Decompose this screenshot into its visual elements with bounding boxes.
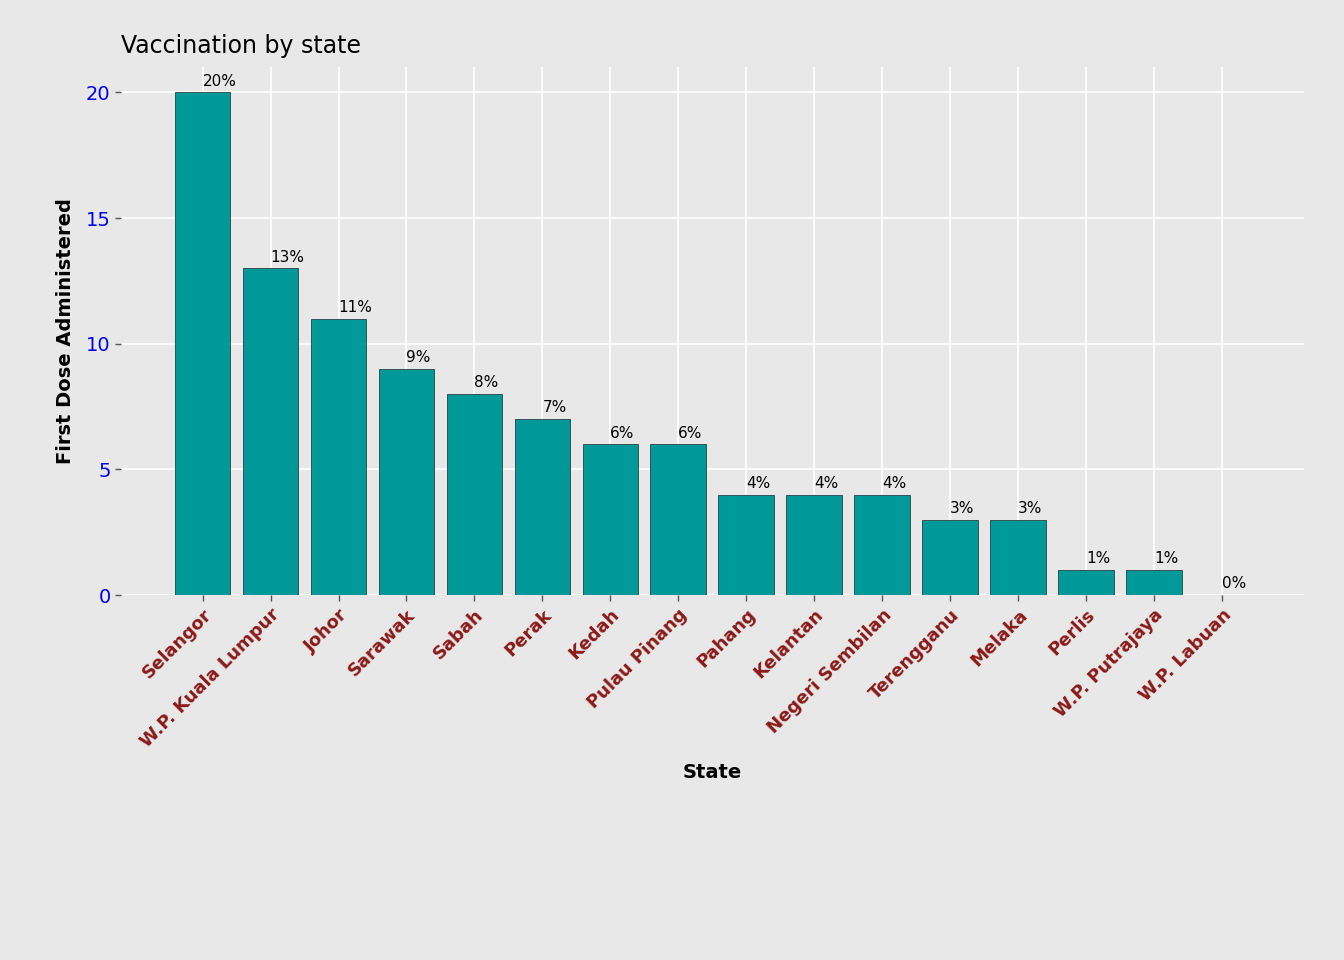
Bar [175, 92, 230, 595]
Bar [991, 519, 1046, 595]
Bar [650, 444, 706, 595]
Bar [243, 269, 298, 595]
Text: 3%: 3% [1019, 501, 1043, 516]
Bar [719, 494, 774, 595]
Y-axis label: First Dose Administered: First Dose Administered [55, 199, 74, 464]
Bar [379, 369, 434, 595]
Bar [855, 494, 910, 595]
Text: 6%: 6% [679, 425, 703, 441]
Bar [1058, 570, 1114, 595]
Text: 1%: 1% [1086, 551, 1110, 566]
Text: 7%: 7% [543, 400, 567, 416]
Text: 3%: 3% [950, 501, 974, 516]
Text: 9%: 9% [406, 350, 431, 365]
Text: 4%: 4% [746, 476, 770, 491]
Text: Vaccination by state: Vaccination by state [121, 35, 362, 59]
Text: 11%: 11% [339, 300, 372, 315]
Text: 13%: 13% [270, 250, 305, 265]
X-axis label: State: State [683, 762, 742, 781]
Text: 4%: 4% [814, 476, 839, 491]
Text: 20%: 20% [203, 74, 237, 88]
Bar [922, 519, 978, 595]
Bar [582, 444, 638, 595]
Bar [310, 319, 367, 595]
Bar [515, 420, 570, 595]
Bar [446, 394, 503, 595]
Text: 1%: 1% [1154, 551, 1179, 566]
Text: 6%: 6% [610, 425, 634, 441]
Bar [786, 494, 843, 595]
Text: 4%: 4% [882, 476, 906, 491]
Text: 8%: 8% [474, 375, 499, 391]
Bar [1126, 570, 1181, 595]
Text: 0%: 0% [1222, 576, 1246, 591]
